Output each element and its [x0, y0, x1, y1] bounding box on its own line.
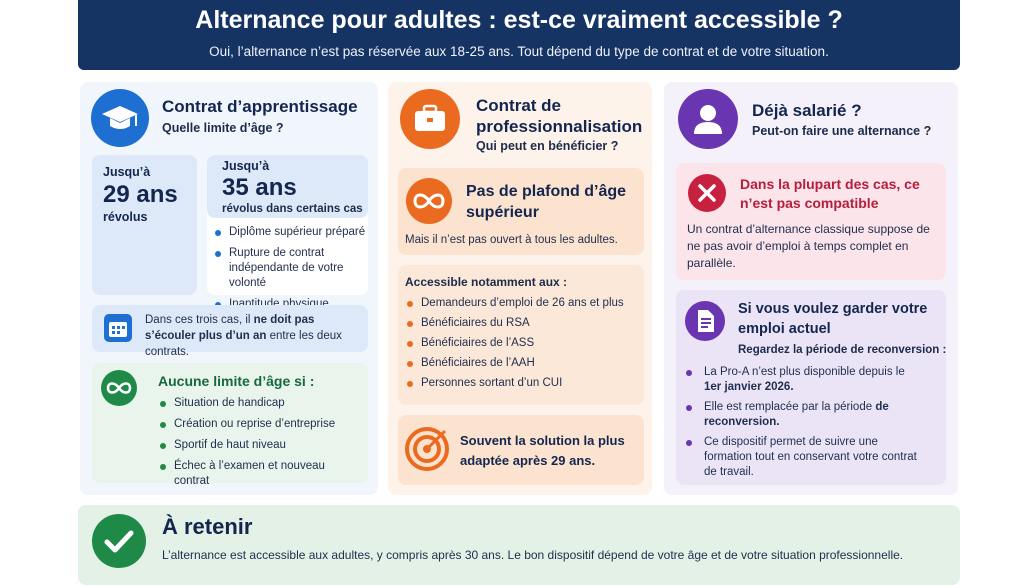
text: La Pro-A n’est plus disponible depuis le [704, 366, 905, 378]
list-item: Bénéficiaires de l’AAH [405, 356, 640, 371]
list-item: Demandeurs d’emploi de 26 ans et plus [405, 296, 640, 311]
warning-text: Un contrat d’alternance classique suppos… [687, 222, 930, 270]
age-value: 29 ans [103, 181, 178, 208]
age-prefix: Jusqu’à [103, 165, 151, 179]
age-suffix: révolus dans certains cas [222, 203, 363, 215]
box-title: Aucune limite d’âge si : [158, 373, 315, 389]
footer-title: À retenir [162, 514, 253, 539]
cross-icon [688, 174, 726, 212]
box-title: Pas de plafond d’âge supérieur [466, 183, 627, 221]
list: Demandeurs d’emploi de 26 ans et plus Bén… [405, 296, 640, 396]
list-item: Création ou reprise d’entreprise [158, 417, 363, 432]
section-title: Contrat d’apprentissage [162, 97, 358, 116]
box-text: Mais il n’est pas ouvert à tous les adul… [405, 234, 618, 246]
list-item: Bénéficiaires du RSA [405, 316, 640, 331]
text: entre les deux contrats. [145, 330, 342, 358]
list-item: Personnes sortant d’un CUI [405, 376, 640, 391]
accessible-box [398, 265, 644, 405]
footer [78, 505, 960, 585]
target-icon [405, 427, 449, 471]
warning-title: Dans la plupart des cas, ce n’est pas co… [740, 176, 920, 211]
age-box [92, 155, 197, 295]
document-icon [685, 301, 725, 341]
text: Ce dispositif permet de suivre une forma… [704, 436, 917, 478]
title: Alternance pour adultes : est-ce vraimen… [195, 6, 843, 34]
section-title: Déjà salarié ? [752, 101, 862, 120]
list-item: Situation de handicap [158, 396, 363, 411]
list-item: Sportif de haut niveau [158, 438, 363, 453]
emphasis: ne doit pas s’écouler plus d’un an [145, 314, 315, 342]
age-suffix: révolus [103, 210, 148, 224]
box-subtitle: Regardez la période de reconversion : [738, 344, 947, 356]
no-limit-box [92, 363, 368, 483]
person-icon [678, 89, 738, 149]
emphasis: de reconversion. [704, 401, 889, 428]
section-subtitle: Quelle limite d’âge ? [162, 121, 284, 135]
text: Elle est remplacée par la période [704, 401, 876, 413]
infinity-icon [101, 370, 137, 406]
infinity-icon [406, 178, 452, 224]
emphasis: 1er janvier 2026. [704, 381, 794, 393]
box-title: Accessible notamment aux : [405, 275, 568, 289]
list-item: Échec à l’examen et nouveau contrat [158, 459, 363, 489]
header [78, 0, 960, 70]
section-title: Contrat de professionnalisation [476, 96, 643, 136]
list: La Pro-A n’est plus disponible depuis le… [684, 365, 924, 485]
footer-text: L’alternance est accessible aux adultes,… [162, 548, 904, 562]
list-item: Ce dispositif permet de suivre une forma… [684, 435, 924, 480]
age-prefix: Jusqu’à [222, 159, 270, 173]
list-item: Bénéficiaires de l’ASS [405, 336, 640, 351]
list-item: Rupture de contrat indépendante de votre… [213, 246, 373, 291]
note: Dans ces trois cas, il ne doit pas s’éco… [145, 312, 360, 360]
briefcase-icon [400, 89, 460, 149]
check-icon [92, 514, 146, 568]
list-item: La Pro-A n’est plus disponible depuis le… [684, 365, 924, 395]
text: Dans ces trois cas, il [145, 314, 254, 326]
cap-icon [91, 89, 149, 147]
tip: Souvent la solution la plus adaptée aprè… [460, 433, 625, 468]
box-title: Si vous voulez garder votre emploi actue… [738, 301, 928, 337]
section-subtitle: Peut-on faire une alternance ? [752, 124, 932, 138]
subtitle: Oui, l’alternance n’est pas réservée aux… [209, 44, 829, 59]
list-item: Diplôme supérieur préparé [213, 225, 373, 240]
age-value: 35 ans [222, 174, 297, 201]
section-subtitle: Qui peut en bénéficier ? [476, 139, 619, 153]
age-highlight [207, 155, 368, 218]
list: Situation de handicap Création ou reprise… [158, 396, 363, 495]
calendar-icon [104, 314, 132, 342]
list-item: Elle est remplacée par la période de rec… [684, 400, 924, 430]
note-box [92, 305, 368, 352]
